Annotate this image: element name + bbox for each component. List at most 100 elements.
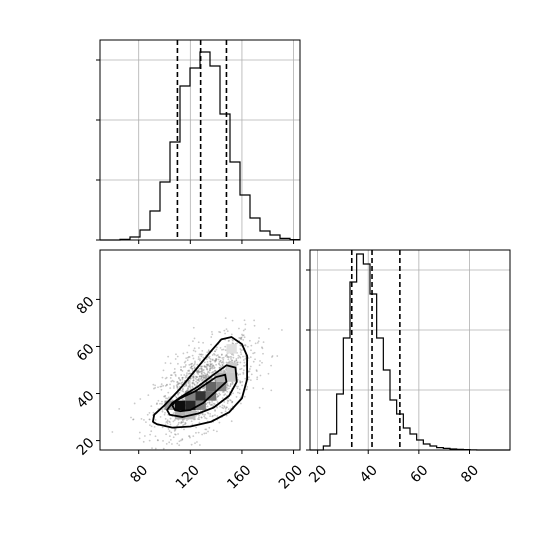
sample-point (242, 334, 245, 337)
sample-point (192, 453, 194, 455)
sample-point (196, 376, 198, 378)
sample-point (201, 369, 204, 372)
sample-point (207, 412, 210, 415)
sample-point (152, 383, 155, 386)
sample-point (256, 341, 259, 344)
sample-point (194, 361, 196, 364)
sample-point (162, 439, 164, 442)
sample-point (253, 351, 256, 354)
sample-point (209, 362, 212, 365)
sample-point (242, 372, 245, 375)
sample-point (214, 360, 217, 363)
sample-point (163, 395, 165, 398)
sample-point (209, 404, 212, 406)
sample-point (261, 361, 263, 364)
sample-point (208, 401, 211, 404)
sample-point (188, 370, 190, 372)
sample-point (239, 361, 242, 364)
sample-point (209, 364, 212, 366)
sample-point (239, 337, 242, 340)
sample-point (206, 360, 209, 363)
sample-point (231, 381, 234, 384)
sample-point (223, 329, 226, 332)
sample-point (177, 421, 180, 424)
sample-point (203, 365, 206, 368)
sample-point (220, 366, 223, 368)
sample-point (222, 348, 225, 351)
sample-point (181, 421, 183, 424)
sample-point (250, 344, 253, 347)
sample-point (199, 359, 201, 362)
sample-point (201, 433, 204, 436)
sample-point (262, 387, 264, 390)
sample-point (262, 352, 264, 355)
sample-point (210, 363, 212, 366)
sample-point (211, 358, 214, 361)
sample-point (220, 370, 223, 372)
sample-point (244, 357, 247, 360)
sample-point (248, 370, 251, 373)
sample-point (130, 416, 132, 419)
sample-point (213, 403, 216, 406)
sample-point (160, 385, 163, 388)
sample-point (187, 389, 190, 392)
sample-point (209, 415, 211, 417)
sample-point (242, 339, 245, 341)
density-cell (185, 400, 196, 410)
sample-point (208, 355, 211, 358)
sample-point (241, 333, 243, 336)
sample-point (197, 358, 200, 361)
sample-point (209, 360, 212, 363)
sample-point (199, 375, 201, 378)
sample-point (208, 369, 211, 371)
sample-point (192, 375, 194, 378)
sample-point (240, 367, 243, 370)
sample-point (224, 345, 227, 348)
sample-point (196, 370, 198, 373)
sample-point (218, 356, 221, 359)
sample-point (219, 346, 222, 349)
sample-point (206, 363, 209, 366)
sample-point (168, 430, 171, 432)
density-cell (195, 391, 206, 401)
sample-point (200, 376, 203, 379)
sample-point (222, 362, 225, 364)
sample-point (138, 437, 141, 440)
sample-point (148, 418, 151, 421)
sample-point (200, 353, 203, 356)
sample-point (177, 423, 180, 426)
sample-point (217, 354, 219, 356)
sample-point (214, 410, 216, 412)
sample-point (207, 430, 209, 433)
sample-point (177, 391, 180, 394)
sample-point (219, 405, 221, 408)
sample-point (242, 371, 245, 374)
sample-point (206, 405, 209, 408)
sample-point (244, 344, 247, 346)
sample-point (197, 378, 200, 381)
sample-point (205, 376, 207, 379)
sample-point (243, 395, 246, 398)
sample-point (270, 389, 273, 392)
sample-point (212, 429, 215, 432)
sample-point (209, 365, 212, 368)
sample-point (200, 377, 203, 380)
sample-point (200, 368, 203, 370)
sample-point (210, 404, 213, 406)
sample-point (198, 380, 201, 383)
sample-point (198, 371, 201, 373)
sample-point (194, 360, 196, 363)
sample-point (186, 376, 188, 379)
density-cell (226, 372, 237, 382)
sample-point (170, 380, 173, 383)
sample-point (222, 407, 225, 410)
sample-point (162, 369, 165, 372)
sample-point (246, 385, 249, 388)
sample-point (191, 382, 194, 384)
sample-point (209, 358, 212, 361)
sample-point (171, 443, 173, 445)
sample-point (181, 419, 184, 422)
sample-point (187, 382, 190, 385)
sample-point (192, 379, 195, 382)
